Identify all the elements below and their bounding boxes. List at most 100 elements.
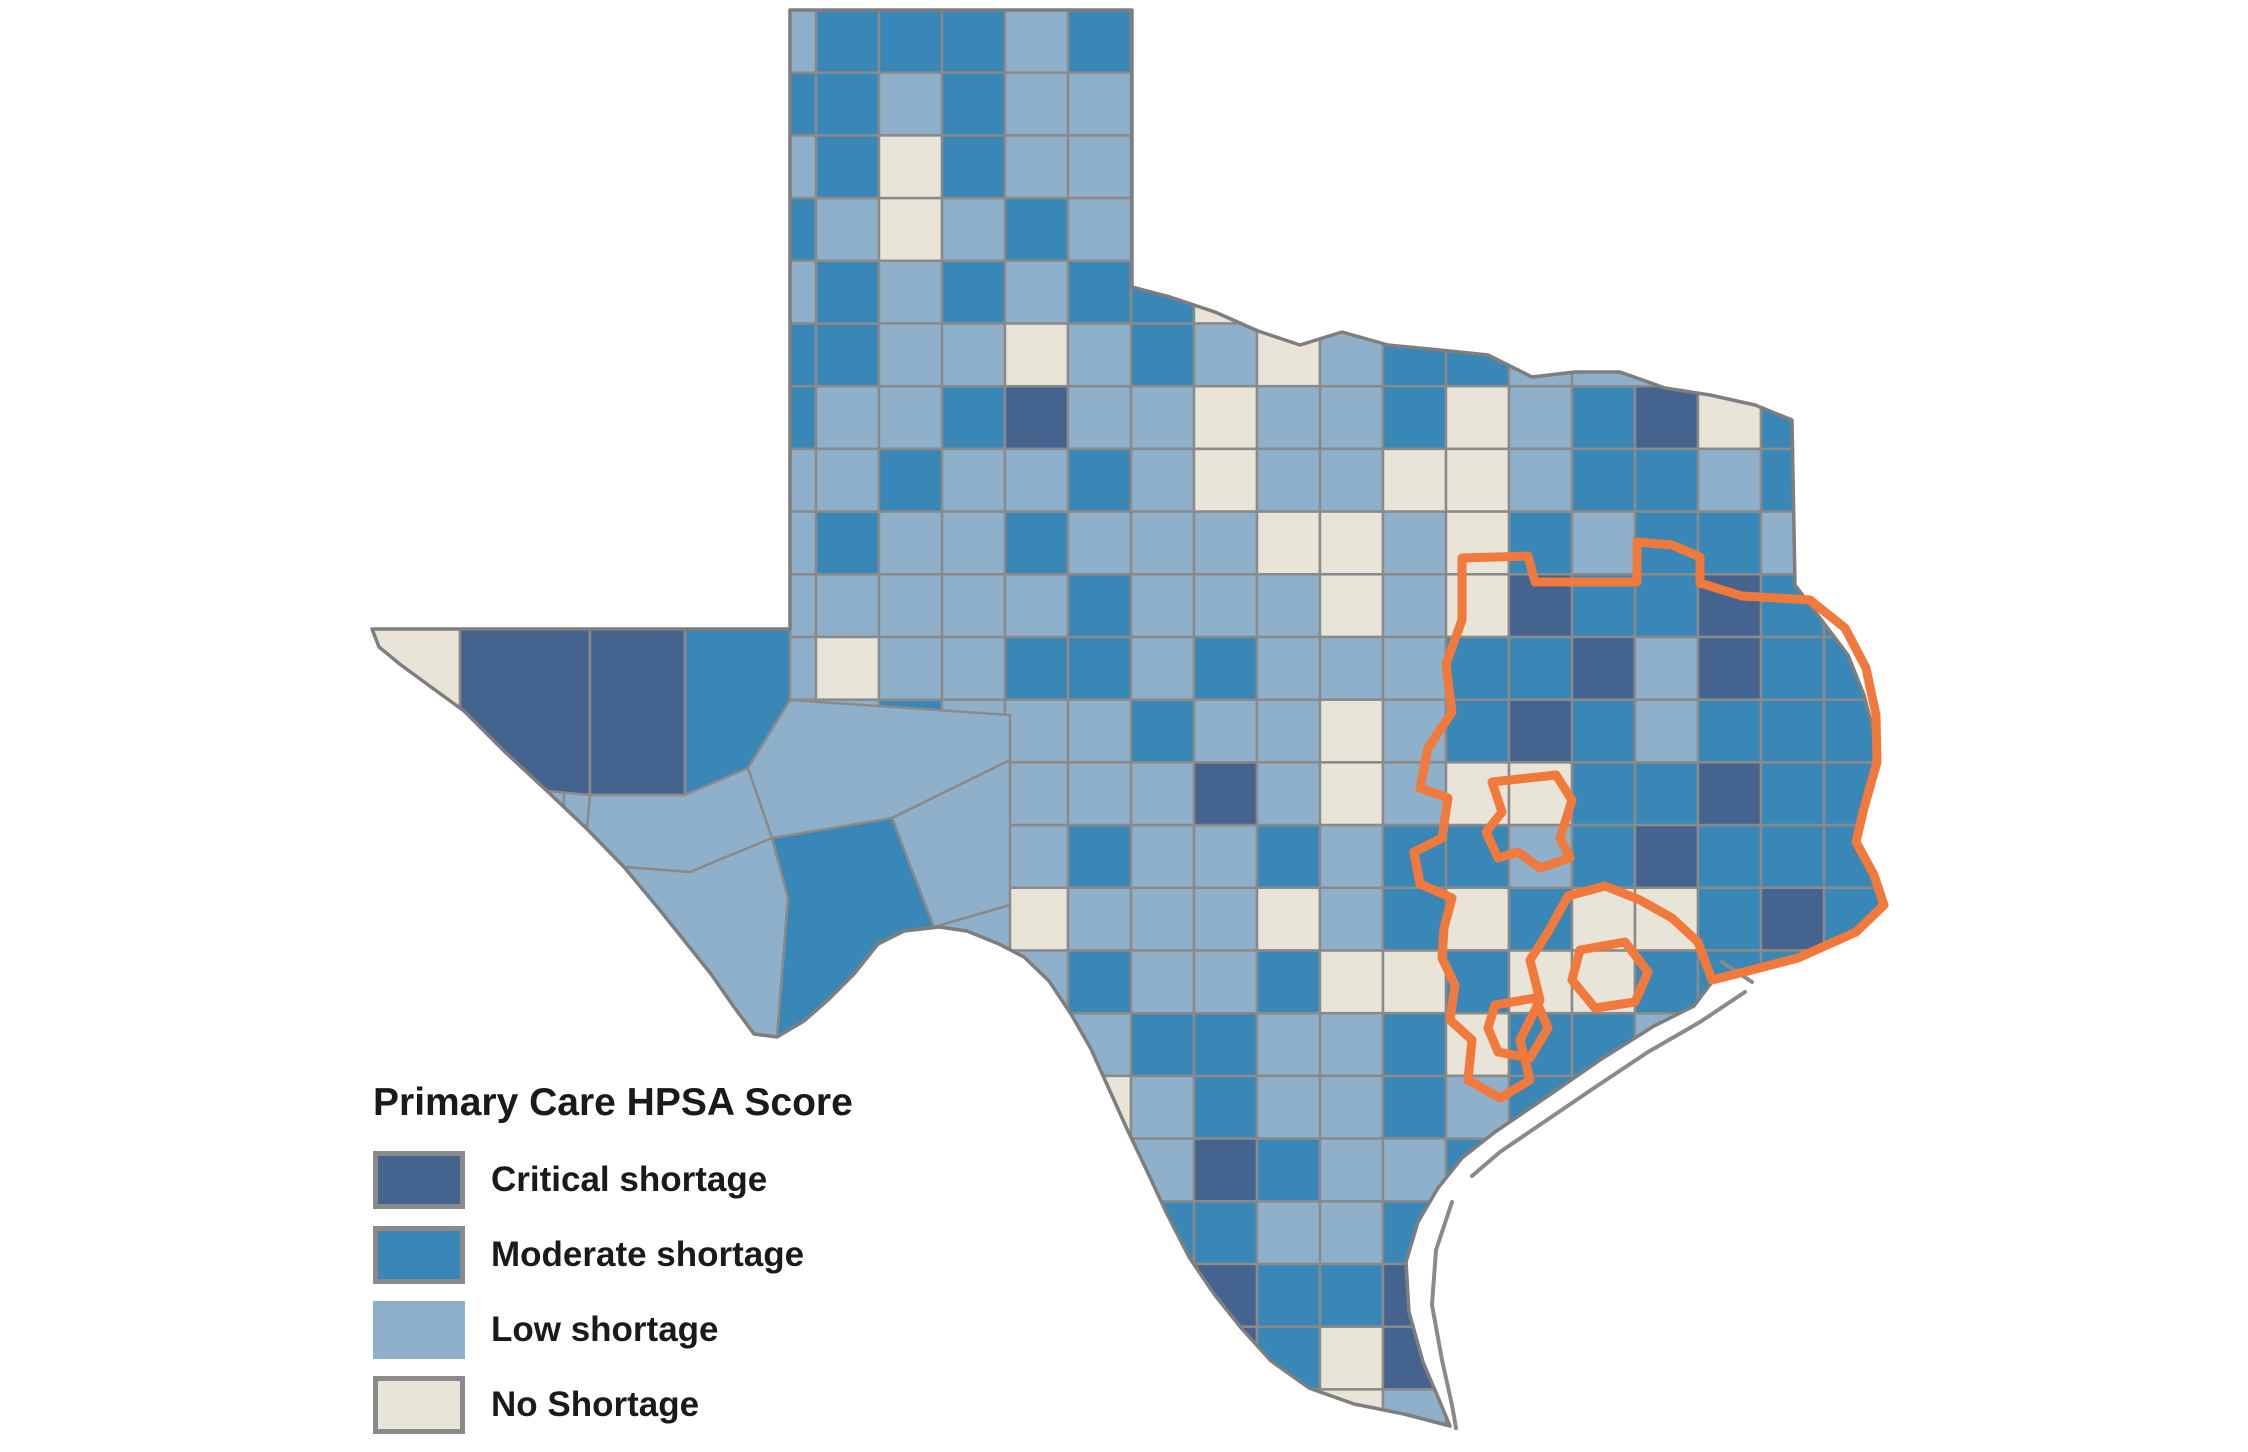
county-cell xyxy=(1318,384,1385,451)
highlight-region-outline xyxy=(1409,537,1889,1103)
county-cell xyxy=(436,949,503,1015)
county-cell xyxy=(1507,698,1574,764)
county-cell xyxy=(1066,635,1133,701)
county-cell xyxy=(1003,322,1070,388)
county-cell xyxy=(1381,322,1448,388)
county-cell xyxy=(814,510,881,576)
legend-item-critical-shortage: Critical shortage xyxy=(373,1150,853,1209)
county-cell xyxy=(751,384,818,451)
county-cell xyxy=(1192,510,1259,576)
county-cell xyxy=(1633,761,1700,827)
county-cell xyxy=(751,10,818,74)
county-cell xyxy=(1444,1325,1511,1391)
legend-swatch-critical-shortage xyxy=(373,1150,465,1209)
county-cell xyxy=(1003,259,1070,325)
county-cell xyxy=(877,196,944,263)
county-cell xyxy=(1192,1074,1259,1140)
county-cell xyxy=(1759,761,1826,827)
county-cell xyxy=(1570,384,1637,451)
county-cell xyxy=(1444,1262,1511,1328)
county-cell xyxy=(814,10,881,74)
highlight-region-hole-outline xyxy=(1567,937,1653,1013)
county-cell xyxy=(940,573,1007,639)
county-cell xyxy=(1318,698,1385,764)
county-cell xyxy=(1822,573,1884,639)
county-cell xyxy=(877,510,944,576)
legend-item-no-shortage: No Shortage xyxy=(373,1375,853,1434)
county-cell xyxy=(1066,71,1133,137)
county-cell xyxy=(1129,1262,1196,1328)
county-cell xyxy=(1129,1200,1196,1266)
county-cell xyxy=(1255,384,1322,451)
county-cell xyxy=(1003,698,1070,764)
county-cell xyxy=(1696,698,1763,764)
county-cell xyxy=(1696,447,1763,513)
county-cell xyxy=(562,949,629,1015)
county-cell xyxy=(1192,635,1259,701)
county-cell xyxy=(1129,698,1196,764)
county-cell xyxy=(1129,384,1196,451)
county-cell xyxy=(1444,510,1511,576)
county-cell xyxy=(1255,823,1322,890)
county-cell xyxy=(1318,510,1385,576)
county-cell xyxy=(1255,510,1322,576)
legend-title: Primary Care HPSA Score xyxy=(373,1081,853,1124)
county-cell xyxy=(1255,1011,1322,1078)
county-cell xyxy=(1192,384,1259,451)
county-cell xyxy=(1570,761,1637,827)
legend: Primary Care HPSA Score Critical shortag… xyxy=(373,1081,853,1451)
legend-swatch-no-shortage xyxy=(373,1375,465,1434)
county-cell xyxy=(940,134,1007,200)
county-cell xyxy=(1129,259,1196,325)
county-cell xyxy=(1129,949,1196,1015)
barrier-island-line xyxy=(1470,990,1747,1178)
county-cell xyxy=(1192,698,1259,764)
county-cell xyxy=(1570,698,1637,764)
county-cell xyxy=(1003,384,1070,451)
county-cell xyxy=(1003,447,1070,513)
county-cell xyxy=(1381,1011,1448,1078)
county-cell xyxy=(1066,384,1133,451)
county-cell xyxy=(1633,447,1700,513)
county-cell xyxy=(1003,761,1070,827)
county-cell xyxy=(1066,322,1133,388)
county-cell xyxy=(1633,698,1700,764)
county-cell xyxy=(1129,635,1196,701)
county-cell xyxy=(940,10,1007,74)
county-cell xyxy=(1003,71,1070,137)
county-cell xyxy=(1759,698,1826,764)
county-cell xyxy=(751,447,818,513)
county-cell xyxy=(1696,823,1763,890)
county-cell xyxy=(814,71,881,137)
county-cell xyxy=(1507,447,1574,513)
county-cell xyxy=(1507,635,1574,701)
county-cell xyxy=(1192,886,1259,952)
county-cell xyxy=(751,134,818,200)
county-cell xyxy=(940,259,1007,325)
county-cell xyxy=(877,949,944,1015)
county-cell xyxy=(1696,886,1763,952)
county-cell xyxy=(1129,573,1196,639)
county-cell xyxy=(1381,886,1448,952)
county-cell xyxy=(940,949,1007,1015)
county-cell xyxy=(814,384,881,451)
county-cell xyxy=(751,196,818,263)
county-cell xyxy=(1255,1262,1322,1328)
county-cell xyxy=(1633,823,1700,890)
county-cell xyxy=(1192,1262,1259,1328)
county-cell xyxy=(1318,949,1385,1015)
county-cell xyxy=(940,71,1007,137)
county-cell xyxy=(1822,510,1884,576)
county-cell xyxy=(1381,635,1448,701)
county-cell xyxy=(1066,761,1133,827)
county-cell xyxy=(1255,949,1322,1015)
legend-label: No Shortage xyxy=(491,1384,700,1424)
county-culberson xyxy=(588,627,687,797)
county-cell xyxy=(751,322,818,388)
county-cell xyxy=(940,447,1007,513)
county-cell xyxy=(1192,761,1259,827)
county-cell xyxy=(373,886,440,952)
highlight-region xyxy=(1409,537,1889,1103)
